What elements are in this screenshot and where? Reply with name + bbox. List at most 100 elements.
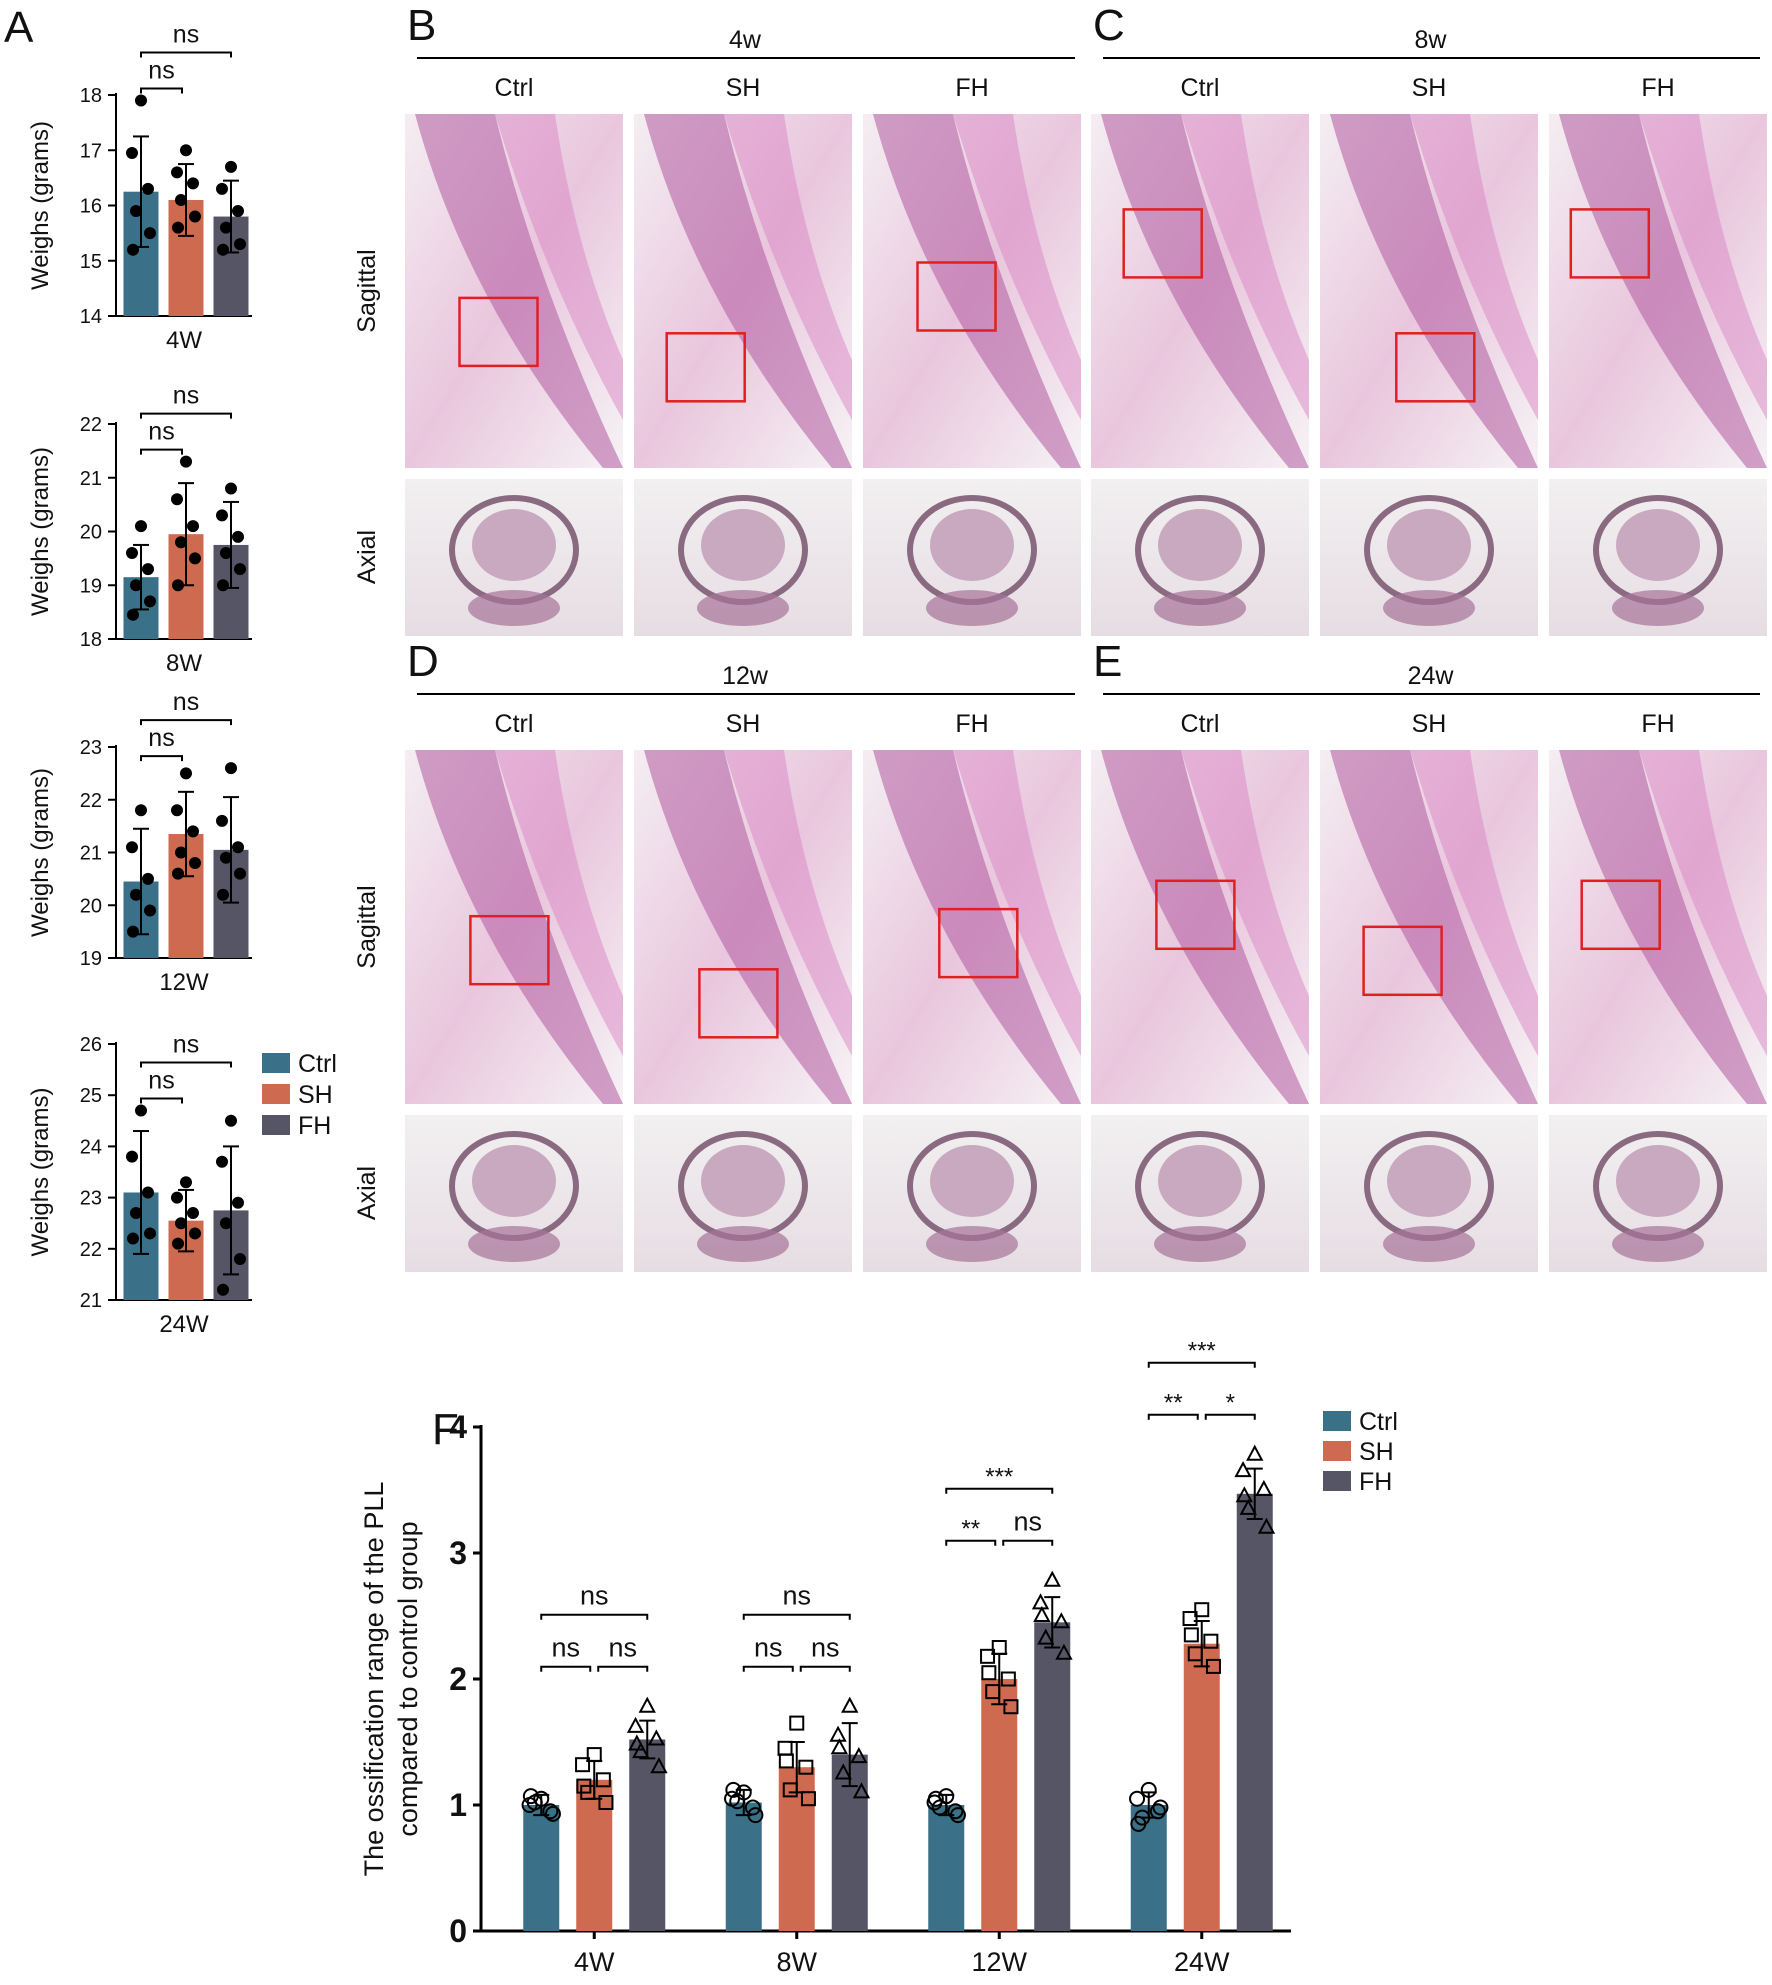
y-tick-label: 26 <box>80 1034 102 1056</box>
y-tick-label: 14 <box>80 306 102 328</box>
significance-label: ns <box>173 688 199 716</box>
legend-swatch <box>262 1115 290 1135</box>
row-label: Sagittal <box>353 249 381 332</box>
data-point <box>232 205 244 218</box>
data-point <box>1043 1570 1061 1587</box>
data-point <box>1235 1486 1254 1503</box>
data-point <box>647 1729 666 1746</box>
data-point <box>172 579 184 592</box>
x-tick-label: 24W <box>1174 1947 1230 1977</box>
axial-cord <box>701 509 785 581</box>
data-point <box>180 1176 192 1189</box>
error-bar <box>133 543 149 611</box>
data-point <box>626 1716 645 1733</box>
y-axis-label: Weighs (grams) <box>27 768 54 937</box>
data-point <box>638 1696 656 1713</box>
x-tick-label: 4W <box>166 327 202 354</box>
y-axis-label: Weighs (grams) <box>27 1088 54 1257</box>
data-point <box>1149 1803 1166 1820</box>
y-tick-label: 25 <box>80 1085 102 1107</box>
data-point <box>171 804 183 817</box>
tissue-band <box>1559 750 1767 1104</box>
legend-swatch <box>1323 1471 1351 1491</box>
data-point <box>980 1648 996 1664</box>
y-tick-label: 21 <box>80 468 102 490</box>
data-point <box>126 547 138 559</box>
data-point <box>217 888 229 901</box>
axial-body <box>1383 1226 1475 1262</box>
bar <box>928 1805 965 1931</box>
y-tick-label: 19 <box>80 948 102 970</box>
legend-label: Ctrl <box>1359 1408 1398 1436</box>
axial-cord <box>1158 509 1242 581</box>
significance-bracket <box>597 1665 649 1672</box>
data-point <box>1152 1799 1169 1816</box>
data-point <box>949 1807 966 1824</box>
data-point <box>852 1782 871 1799</box>
data-point <box>1257 1517 1276 1534</box>
region-box <box>938 907 1019 979</box>
column-label: Ctrl <box>495 74 534 102</box>
data-point <box>981 1665 997 1681</box>
bar <box>1130 1805 1167 1931</box>
tissue-band <box>953 750 1081 1056</box>
y-tick-label: 17 <box>80 140 102 162</box>
tissue-band <box>873 750 1081 1104</box>
legend-swatch <box>1323 1441 1351 1461</box>
significance-bracket <box>140 51 232 58</box>
tissue-band <box>873 114 1081 468</box>
data-point <box>1255 1479 1273 1496</box>
y-tick-label: 19 <box>80 575 102 597</box>
significance-label: *** <box>985 1464 1013 1491</box>
significance-label: * <box>1226 1390 1235 1417</box>
data-point <box>778 1753 794 1769</box>
data-point <box>142 1186 154 1199</box>
data-point <box>234 563 246 576</box>
data-point <box>175 1217 187 1230</box>
region-box <box>1580 879 1661 951</box>
data-point <box>829 1725 847 1742</box>
data-point <box>225 160 237 173</box>
significance-label: ns <box>811 1633 840 1663</box>
data-point <box>127 243 139 256</box>
x-tick-label: 4W <box>574 1947 615 1977</box>
significance-label: ns <box>580 1581 609 1611</box>
legend-label: SH <box>1359 1438 1394 1466</box>
column-label: SH <box>1412 74 1447 102</box>
tissue-band <box>1639 750 1767 1056</box>
y-tick-label: 22 <box>80 790 102 812</box>
axial-cord <box>930 1145 1014 1217</box>
column-label: FH <box>1641 74 1674 102</box>
data-point <box>171 166 183 179</box>
bar <box>629 1739 666 1931</box>
data-point <box>217 579 229 592</box>
significance-label: ns <box>782 1581 811 1611</box>
y-tick-label: 22 <box>80 414 102 436</box>
panel-letter: D <box>407 637 439 686</box>
significance-label: ns <box>148 57 174 85</box>
data-point <box>522 1788 539 1805</box>
y-tick-label: 23 <box>80 1188 102 1210</box>
significance-bracket <box>1147 1413 1199 1420</box>
legend-label: FH <box>298 1112 331 1140</box>
bar <box>725 1802 762 1931</box>
y-tick-label: 2 <box>449 1661 467 1697</box>
significance-label: ns <box>173 1031 199 1059</box>
data-point <box>834 1763 852 1780</box>
y-tick-label: 22 <box>80 1239 102 1261</box>
bar <box>1236 1493 1273 1931</box>
y-tick-label: 21 <box>80 843 102 865</box>
bar <box>1034 1622 1071 1931</box>
row-label: Sagittal <box>353 885 381 968</box>
significance-bracket <box>140 755 183 762</box>
y-tick-label: 0 <box>449 1913 467 1949</box>
data-point <box>130 888 142 901</box>
data-point <box>189 552 201 565</box>
y-tick-label: 15 <box>80 251 102 273</box>
axial-body <box>468 590 560 626</box>
data-point <box>220 547 232 559</box>
axial-body <box>926 590 1018 626</box>
x-tick-label: 24W <box>159 1311 209 1338</box>
